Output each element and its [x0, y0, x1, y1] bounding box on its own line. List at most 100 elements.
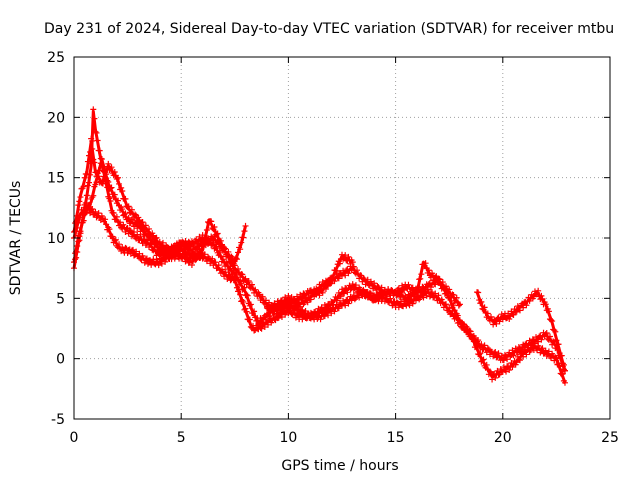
data-point — [86, 152, 93, 159]
data-point — [146, 225, 153, 232]
data-point — [373, 296, 380, 303]
data-point — [478, 298, 485, 305]
data-point — [139, 225, 146, 232]
data-point — [209, 255, 216, 262]
data-point — [480, 356, 487, 363]
data-point — [86, 179, 93, 186]
data-point — [253, 322, 260, 329]
data-point — [75, 232, 82, 239]
y-tick-label: 25 — [47, 50, 65, 66]
data-point — [545, 308, 552, 315]
data-point — [450, 302, 457, 309]
y-tick-label: 0 — [56, 352, 65, 368]
data-point — [336, 291, 343, 298]
data-point — [111, 168, 118, 175]
data-point — [240, 234, 247, 241]
data-point — [539, 345, 546, 352]
data-point — [141, 259, 148, 266]
data-point — [172, 252, 179, 259]
data-point — [379, 292, 386, 299]
data-point — [110, 210, 117, 217]
data-point — [399, 282, 406, 289]
data-point — [542, 301, 549, 308]
data-point — [87, 210, 94, 217]
data-point — [442, 301, 449, 308]
data-point — [405, 281, 412, 288]
data-point — [556, 362, 563, 369]
data-point — [108, 164, 115, 171]
data-point — [535, 287, 542, 294]
data-point — [119, 206, 126, 213]
data-point — [500, 364, 507, 371]
data-point — [335, 305, 342, 312]
data-point — [336, 260, 343, 267]
data-point — [193, 256, 200, 263]
data-point — [94, 137, 101, 144]
data-point — [262, 297, 269, 304]
data-point — [526, 297, 533, 304]
data-point — [543, 329, 550, 336]
data-point — [106, 226, 113, 233]
data-point — [495, 350, 502, 357]
data-point — [125, 214, 132, 221]
data-point — [159, 239, 166, 246]
data-point — [200, 240, 207, 247]
data-point — [432, 274, 439, 281]
data-point — [477, 350, 484, 357]
data-point — [528, 342, 535, 349]
data-point — [181, 246, 188, 253]
data-point — [235, 265, 242, 272]
data-point — [226, 271, 233, 278]
data-point — [506, 367, 513, 374]
data-point — [84, 182, 91, 189]
data-point — [442, 283, 449, 290]
data-point — [342, 272, 349, 279]
data-point — [217, 237, 224, 244]
data-point — [378, 288, 385, 295]
data-point — [520, 353, 527, 360]
data-point — [561, 379, 568, 386]
data-point — [202, 234, 209, 241]
data-point — [271, 316, 278, 323]
data-point — [516, 357, 523, 364]
data-point — [84, 158, 91, 165]
data-point — [220, 256, 227, 263]
data-point — [238, 239, 245, 246]
data-point — [196, 233, 203, 240]
data-point — [418, 289, 425, 296]
data-point — [184, 247, 191, 254]
data-point — [76, 198, 83, 205]
data-point — [83, 170, 90, 177]
data-point — [546, 333, 553, 340]
data-point — [496, 318, 503, 325]
data-point — [489, 376, 496, 383]
data-point — [146, 231, 153, 238]
data-point — [322, 285, 329, 292]
data-point — [203, 227, 210, 234]
data-point — [179, 250, 186, 257]
data-point — [211, 223, 218, 230]
data-point — [128, 216, 135, 223]
data-point — [476, 351, 483, 358]
x-tick-label: 0 — [70, 430, 79, 446]
data-point — [120, 221, 127, 228]
data-point — [409, 284, 416, 291]
data-point — [492, 374, 499, 381]
data-point — [128, 247, 135, 254]
data-point — [212, 259, 219, 266]
data-point — [356, 294, 363, 301]
data-point — [354, 267, 361, 274]
data-point — [214, 230, 221, 237]
data-point — [133, 248, 140, 255]
data-point — [552, 354, 559, 361]
data-point — [127, 250, 134, 257]
data-point — [129, 246, 136, 253]
data-point — [224, 250, 231, 257]
data-point — [243, 291, 250, 298]
data-point — [426, 293, 433, 300]
data-point — [519, 350, 526, 357]
data-point — [138, 225, 145, 232]
data-point — [87, 171, 94, 178]
y-tick-label: 10 — [47, 231, 65, 247]
